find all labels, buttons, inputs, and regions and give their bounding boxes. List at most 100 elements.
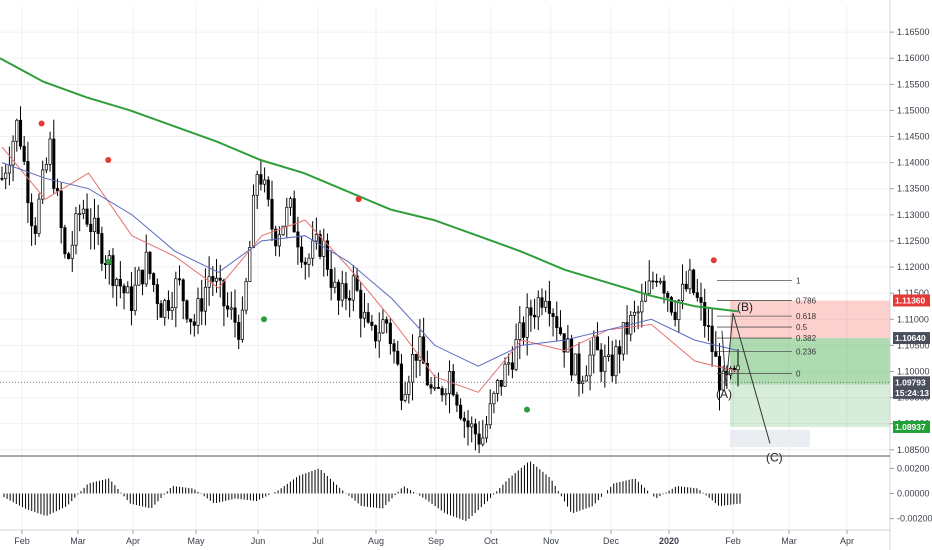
candle-body [555,316,559,329]
candle-body [15,119,19,142]
candle-body [577,353,581,385]
candles [0,106,740,454]
profit-zone [730,384,890,427]
candle-body [152,273,156,285]
candle-body [373,325,378,342]
candle-body [196,298,200,326]
candle-body [573,353,577,376]
candle-body [392,343,396,352]
candle-body [0,177,4,180]
price-tick-label: 1.08500 [897,445,930,455]
time-tick-label: Dec [603,536,620,546]
price-tick-label: 1.15000 [897,105,930,115]
candle-body [603,356,607,372]
candle-body [67,253,71,259]
candle-body [251,194,256,248]
candle-body [680,283,685,301]
candle-body [233,307,237,323]
price-tag [893,386,930,399]
candle-body [129,286,133,311]
candle-body [499,380,503,387]
price-tick-label: 1.10500 [897,340,930,350]
candle-body [351,275,355,301]
candle-body [122,285,126,294]
candle-body [684,283,688,290]
time-tick-label: Feb [725,536,741,546]
time-tick-label: Sep [428,536,444,546]
candle-body [607,354,611,357]
candle-body [237,321,241,340]
sub-tick-label: 0.00200 [897,463,930,473]
price-tick-label: 1.15500 [897,79,930,89]
price-tick-label: 1.14000 [897,158,930,168]
candle-body [348,298,352,301]
candle-body [714,351,718,357]
candle-body [381,319,385,334]
candle-body [433,386,437,389]
price-tag-label: 15:24:13 [895,388,929,398]
candle-body [277,234,281,247]
candle-body [96,217,100,234]
candle-body [118,278,122,287]
candle-body [85,208,89,225]
candle-body [74,213,78,246]
price-tick-label: 1.12000 [897,262,930,272]
candle-body [137,269,141,286]
candle-body [503,363,507,387]
candle-body [529,307,533,316]
price-tick-label: 1.11000 [897,314,929,324]
candle-body [170,307,174,311]
stop-loss-zone [730,300,890,339]
candle-body [536,297,540,318]
candle-body [314,233,318,242]
candle-body [229,307,233,310]
time-tick-label: Nov [543,536,560,546]
price-tag-label: 1.08937 [895,422,926,432]
position-info-box [730,429,810,448]
gridlines [0,6,890,530]
candle-body [525,307,529,338]
fib-level-label: 0.236 [796,348,817,357]
candle-body [263,179,267,185]
candle-body [133,284,137,311]
candle-body [44,164,48,171]
candle-body [226,305,230,310]
candle-body [296,231,300,248]
psar-dot [524,406,530,413]
moving-averages [0,57,739,393]
candle-body [647,280,651,295]
candle-body [425,363,429,386]
candle-body [81,208,85,215]
candle-body [655,280,659,283]
candle-body [311,240,315,259]
candle-body [26,161,30,204]
candle-body [270,198,274,230]
candle-body [547,300,551,314]
sub-tick-label: -0.00200 [897,514,932,524]
candle-body [636,311,640,314]
candle-body [455,394,459,406]
ma-line-ema_fast [1,146,739,393]
candle-body [481,437,485,445]
candle-body [621,322,625,355]
candle-body [677,300,681,321]
price-tag [893,420,930,433]
candle-body [337,281,341,301]
candle-body [510,362,514,370]
candle-body [166,300,170,311]
candle-body [625,322,629,335]
time-tick-label: Jul [312,536,324,546]
candle-body [618,346,622,355]
price-tick-label: 1.11500 [897,288,929,298]
candle-body [177,278,182,281]
candle-body [706,325,710,328]
candle-body [651,280,655,283]
time-tick-label: Apr [126,536,140,546]
candle-body [48,138,52,165]
candle-body [721,370,725,391]
histogram [3,461,741,521]
candle-body [285,206,289,227]
fib-level-label: 0.618 [796,312,817,321]
